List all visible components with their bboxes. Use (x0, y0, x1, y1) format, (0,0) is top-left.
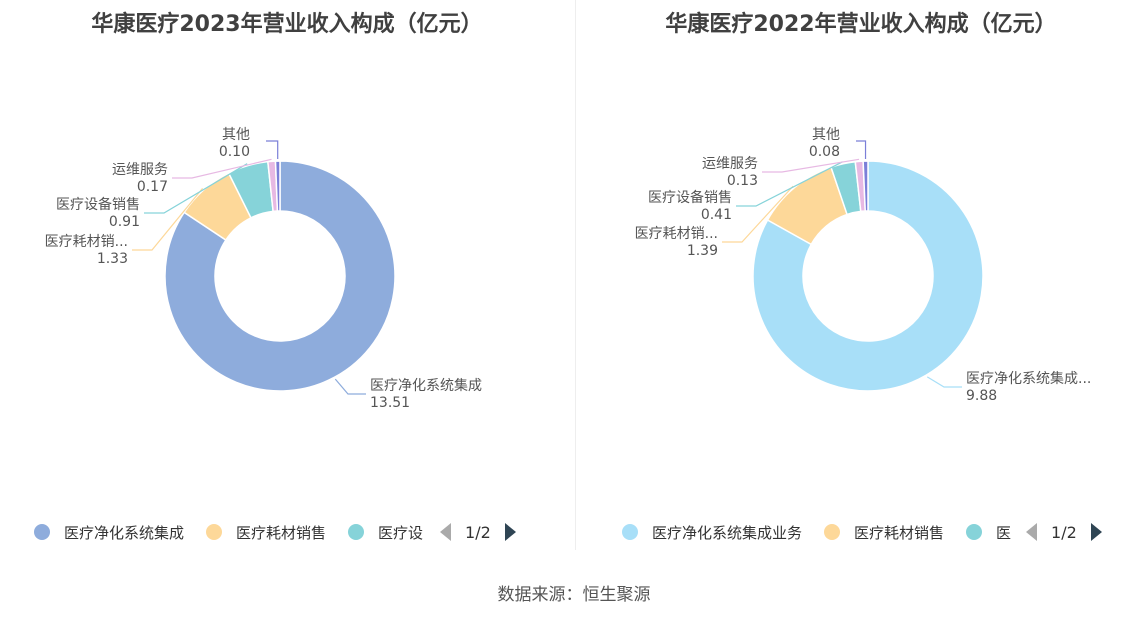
slice-label-equipment: 医疗设备销售 (56, 196, 140, 213)
pie-slice-other[interactable] (274, 160, 281, 212)
slice-value-purification: 9.88 (966, 388, 997, 404)
leader-line-other (266, 140, 279, 160)
leader-line-maintenance (762, 158, 860, 173)
legend-label: 医疗耗材销售 (854, 523, 945, 542)
slice-label-consumables: 医疗耗材销... (635, 226, 718, 242)
legend-label: 医疗耗材销售 (236, 523, 327, 542)
legend-label: 医疗净化系统集成 (64, 523, 185, 542)
slice-label-other: 其他 (812, 127, 840, 143)
chart-title: 华康医疗2023年营业收入构成（亿元） (91, 12, 483, 37)
slice-label-other: 其他 (222, 127, 250, 143)
slice-value-other: 0.10 (219, 144, 250, 160)
prev-page-icon[interactable] (440, 523, 452, 541)
legend-label: 医疗设 (378, 523, 424, 542)
legend-item-equipment[interactable]: 医 (966, 522, 1012, 543)
legend-pager: 1/2 (440, 523, 516, 542)
chart-legend: 医疗净化系统集成 医疗耗材销售 医疗设 1/2 (34, 518, 516, 546)
legend-label: 医 (996, 523, 1012, 542)
chart-panel-2022: 华康医疗2022年营业收入构成（亿元） 医疗净化系统集成... 9.88 医疗耗材销… (574, 0, 1148, 560)
slice-value-equipment: 0.41 (701, 207, 732, 223)
legend-marker (206, 524, 223, 540)
slice-value-equipment: 0.91 (109, 214, 140, 230)
legend-marker (34, 524, 50, 540)
leader-line-consumables (722, 185, 794, 243)
legend-label: 医疗净化系统集成业务 (652, 523, 803, 542)
data-source: 数据来源：恒生聚源 (497, 585, 651, 605)
leader-line-equipment (736, 161, 843, 207)
next-page-icon[interactable] (1090, 523, 1102, 541)
slice-label-equipment: 医疗设备销售 (648, 189, 732, 206)
slice-label-consumables: 医疗耗材销... (45, 234, 128, 250)
leader-line-maintenance (172, 158, 272, 179)
pie-slice-purification[interactable] (752, 160, 984, 392)
leader-line-purification (334, 378, 366, 395)
slice-label-maintenance: 运维服务 (112, 162, 168, 178)
legend-marker (622, 524, 638, 540)
chart-legend: 医疗净化系统集成业务 医疗耗材销售 医 1/2 (622, 518, 1102, 546)
donut-chart-2023: 医疗净化系统集成13.51医疗耗材销...1.33医疗设备销售0.91运维服务0… (45, 127, 482, 411)
legend-marker (824, 524, 841, 540)
chart-title: 华康医疗2022年营业收入构成（亿元） (665, 12, 1057, 37)
legend-marker (966, 524, 983, 540)
page-number: 1/2 (1051, 522, 1077, 542)
pie-slice-purification[interactable] (164, 160, 396, 392)
legend-item-consumables[interactable]: 医疗耗材销售 (824, 522, 944, 543)
prev-page-icon[interactable] (1026, 523, 1038, 541)
slice-value-maintenance: 0.13 (727, 173, 758, 189)
legend-item-consumables[interactable]: 医疗耗材销售 (206, 522, 326, 543)
leader-line-consumables (132, 187, 203, 251)
next-page-icon[interactable] (504, 523, 516, 541)
legend-item-equipment[interactable]: 医疗设 (348, 522, 426, 543)
legend-marker (348, 524, 365, 540)
page-number: 1/2 (465, 522, 491, 542)
slice-value-purification: 13.51 (370, 395, 410, 411)
panel-divider (575, 0, 576, 550)
legend-pager: 1/2 (1026, 523, 1102, 542)
chart-panel-2023: 华康医疗2023年营业收入构成（亿元） 医疗净化系统集成 13.51 医疗耗材销..… (0, 0, 574, 560)
slice-label-purification: 医疗净化系统集成 (370, 377, 482, 394)
slice-value-consumables: 1.33 (97, 251, 128, 267)
slice-label-purification: 医疗净化系统集成... (966, 370, 1091, 387)
leader-line-equipment (144, 163, 248, 214)
slice-label-maintenance: 运维服务 (702, 156, 758, 172)
pie-slice-other[interactable] (862, 160, 869, 212)
slice-value-maintenance: 0.17 (137, 179, 168, 195)
slice-value-consumables: 1.39 (687, 243, 718, 259)
slice-value-other: 0.08 (809, 144, 840, 160)
leader-line-purification (926, 376, 962, 388)
legend-item-purification[interactable]: 医疗净化系统集成 (34, 522, 184, 543)
legend-item-purification[interactable]: 医疗净化系统集成业务 (622, 522, 802, 543)
leader-line-other (856, 140, 867, 160)
